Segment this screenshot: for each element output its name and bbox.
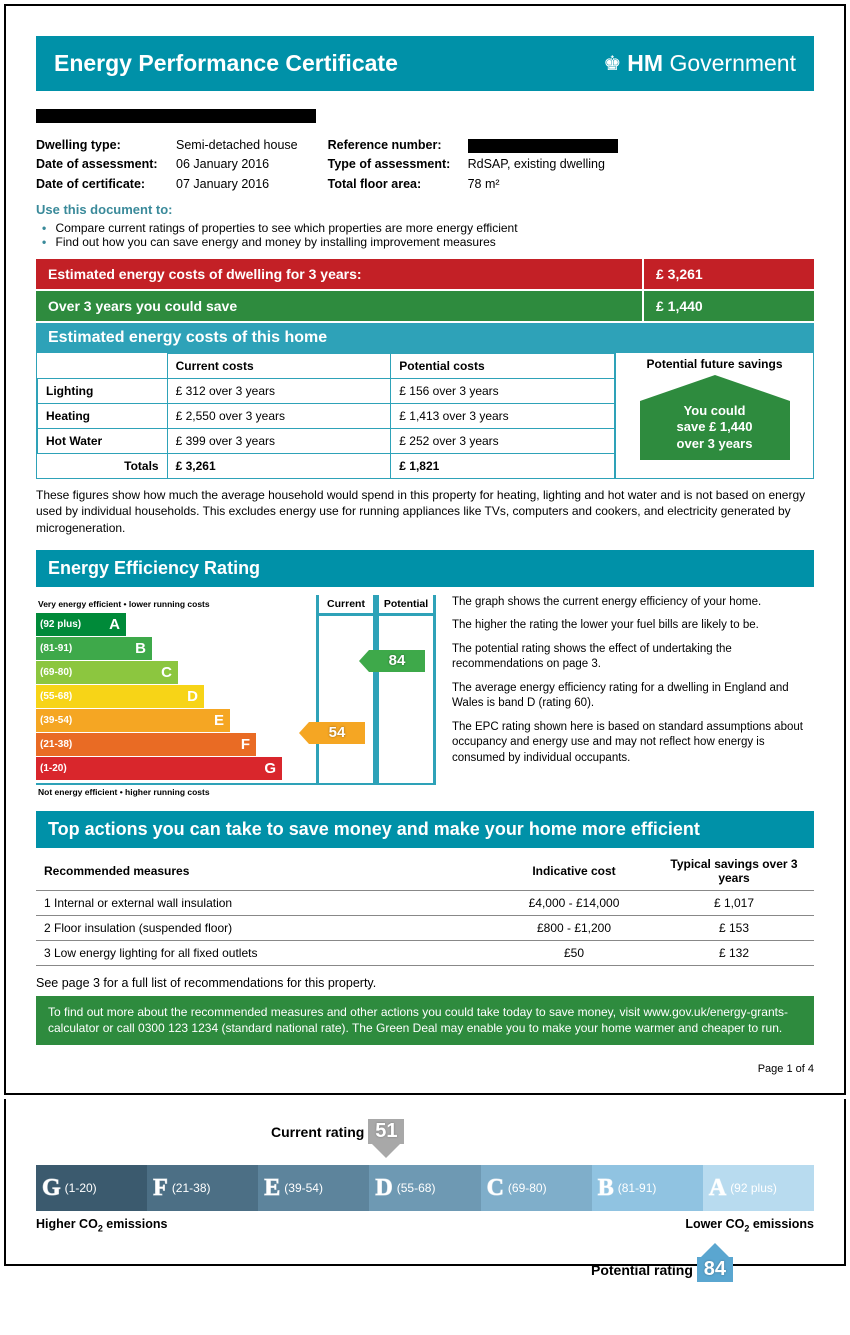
costs-table: Current costsPotential costsLighting£ 31…: [37, 353, 615, 478]
efficiency-description: The graph shows the current energy effic…: [452, 595, 814, 797]
costs-note: These figures show how much the average …: [36, 487, 814, 536]
see-note: See page 3 for a full list of recommenda…: [36, 976, 814, 990]
current-pointer: 54: [309, 722, 365, 744]
current-column: Current 54: [316, 595, 376, 783]
savings-column: Potential future savings You couldsave £…: [615, 353, 813, 478]
use-doc-bullets: Compare current ratings of properties to…: [36, 221, 814, 249]
lower-co2-label: Lower CO2 emissions: [685, 1217, 814, 1234]
higher-co2-label: Higher CO2 emissions: [36, 1217, 167, 1234]
header-bar: Energy Performance Certificate ♚ HM Gove…: [36, 36, 814, 91]
summary-cost-row: Estimated energy costs of dwelling for 3…: [36, 259, 814, 289]
current-rating-pointer: Current rating 51: [271, 1119, 404, 1144]
crown-icon: ♚: [603, 51, 621, 76]
co2-scale: G(1-20)F(21-38)E(39-54)D(55-68)C(69-80)B…: [36, 1165, 814, 1211]
gov-brand: ♚ HM Government: [603, 50, 796, 77]
potential-rating-pointer: Potential rating 84: [591, 1257, 733, 1282]
top-actions-table: Recommended measuresIndicative costTypic…: [36, 852, 814, 966]
co2-scale-panel: Current rating 51 G(1-20)F(21-38)E(39-54…: [4, 1099, 846, 1266]
property-info: Dwelling type:Semi-detached house Date o…: [36, 136, 814, 194]
address-redacted: [36, 109, 814, 136]
efficiency-section: Very energy efficient • lower running co…: [36, 595, 814, 797]
top-actions-heading: Top actions you can take to save money a…: [36, 811, 814, 848]
document-title: Energy Performance Certificate: [54, 50, 398, 77]
efficiency-heading: Energy Efficiency Rating: [36, 550, 814, 587]
green-deal-box: To find out more about the recommended m…: [36, 996, 814, 1046]
use-doc-heading: Use this document to:: [36, 202, 814, 217]
band-chart: Very energy efficient • lower running co…: [36, 595, 316, 783]
savings-arrow-icon: You couldsave £ 1,440over 3 years: [640, 375, 790, 460]
epc-page: Energy Performance Certificate ♚ HM Gove…: [4, 4, 846, 1095]
potential-column: Potential 84: [376, 595, 436, 783]
costs-heading: Estimated energy costs of this home: [36, 323, 814, 353]
potential-pointer: 84: [369, 650, 425, 672]
summary-save-row: Over 3 years you could save£ 1,440: [36, 291, 814, 321]
costs-table-wrap: Current costsPotential costsLighting£ 31…: [36, 353, 814, 479]
page-number: Page 1 of 4: [36, 1063, 814, 1075]
